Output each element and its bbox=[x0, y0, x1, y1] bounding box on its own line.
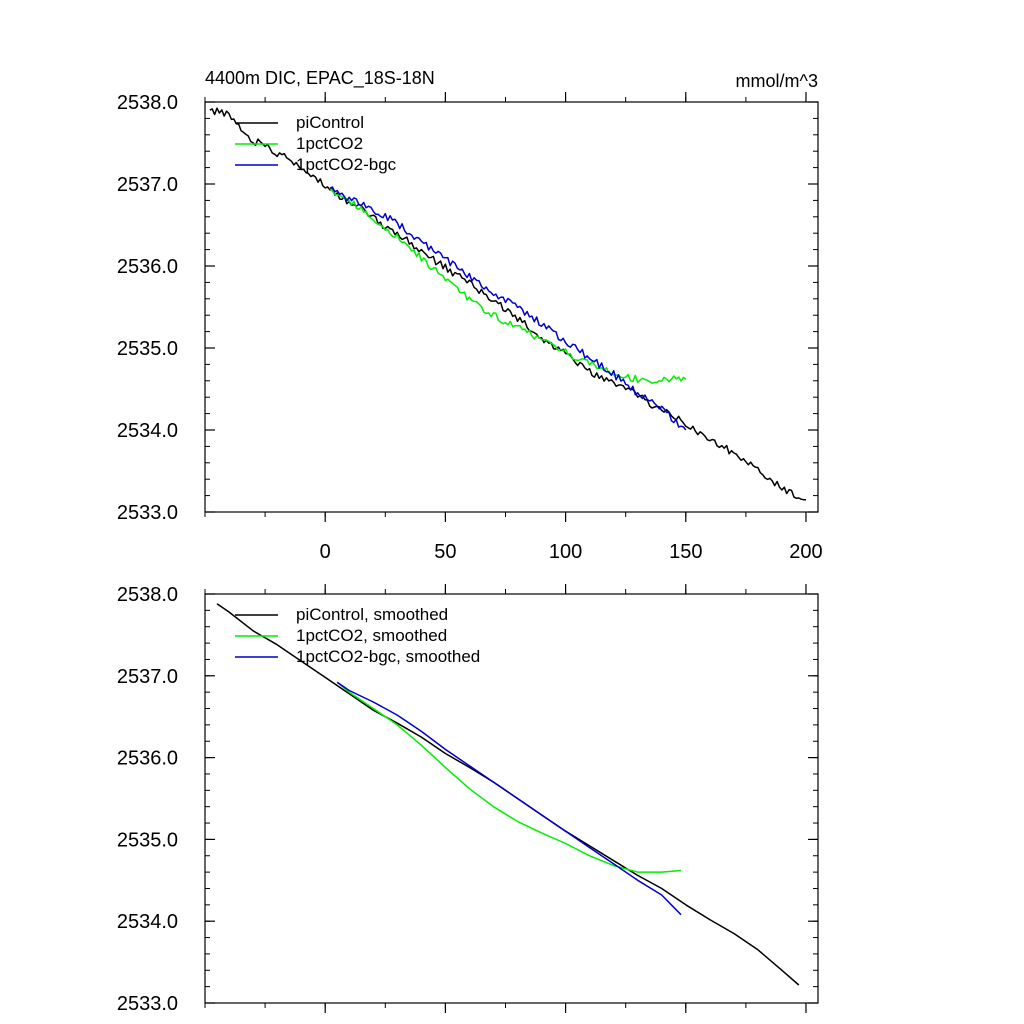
top-axis-ticks: 2533.0 2534.0 2535.0 2536.0 2537.0 2538.0 0 50 1… bbox=[117, 92, 823, 563]
legend-label: 1pctCO2-bgc bbox=[296, 155, 397, 174]
y-tick-label: 2534.0 bbox=[117, 420, 178, 442]
top-plot-frame bbox=[204, 101, 819, 513]
bottom-axis-ticks: 2533.0 2534.0 2535.0 2536.0 2537.0 2538.0 bbox=[117, 584, 818, 1015]
bottom-legend: piControl, smoothed 1pctCO2, smoothed 1pct… bbox=[235, 605, 480, 666]
legend-label: 1pctCO2 bbox=[296, 134, 363, 153]
x-tick-label: 150 bbox=[669, 541, 702, 563]
bottom-series-lines bbox=[216, 603, 800, 986]
series-line-1pctco2 bbox=[329, 187, 687, 384]
series-line-1pctco2-smoothed bbox=[336, 681, 682, 873]
x-tick-label: 0 bbox=[320, 541, 331, 563]
series-line-picontrol bbox=[209, 107, 806, 501]
y-tick-label: 2538.0 bbox=[117, 584, 178, 606]
top-panel: 2533.0 2534.0 2535.0 2536.0 2537.0 2538.0 0 50 1… bbox=[117, 68, 823, 563]
bottom-panel: 2533.0 2534.0 2535.0 2536.0 2537.0 2538.0 piC… bbox=[117, 584, 819, 1015]
y-tick-label: 2535.0 bbox=[117, 829, 178, 851]
top-chart-title: 4400m DIC, EPAC_18S-18N bbox=[205, 68, 435, 89]
legend-label: piControl, smoothed bbox=[296, 605, 448, 624]
y-tick-label: 2537.0 bbox=[117, 174, 178, 196]
x-tick-label: 200 bbox=[789, 541, 822, 563]
y-tick-label: 2537.0 bbox=[117, 666, 178, 688]
y-tick-label: 2533.0 bbox=[117, 993, 178, 1015]
y-tick-label: 2535.0 bbox=[117, 338, 178, 360]
top-legend: piControl 1pctCO2 1pctCO2-bgc bbox=[235, 113, 397, 174]
y-tick-label: 2536.0 bbox=[117, 748, 178, 770]
top-series-lines bbox=[209, 107, 806, 501]
legend-label: 1pctCO2-bgc, smoothed bbox=[296, 647, 480, 666]
legend-label: 1pctCO2, smoothed bbox=[296, 626, 447, 645]
legend-label: piControl bbox=[296, 113, 364, 132]
x-tick-label: 50 bbox=[434, 541, 456, 563]
x-tick-label: 100 bbox=[549, 541, 582, 563]
series-line-1pctco2-bgc-smoothed bbox=[336, 681, 682, 916]
top-chart-units: mmol/m^3 bbox=[736, 71, 818, 91]
y-tick-label: 2536.0 bbox=[117, 256, 178, 278]
y-tick-label: 2533.0 bbox=[117, 502, 178, 524]
y-tick-label: 2534.0 bbox=[117, 911, 178, 933]
bottom-plot-frame bbox=[204, 593, 819, 1004]
series-line-1pctco2-bgc bbox=[329, 186, 687, 431]
y-tick-label: 2538.0 bbox=[117, 92, 178, 114]
